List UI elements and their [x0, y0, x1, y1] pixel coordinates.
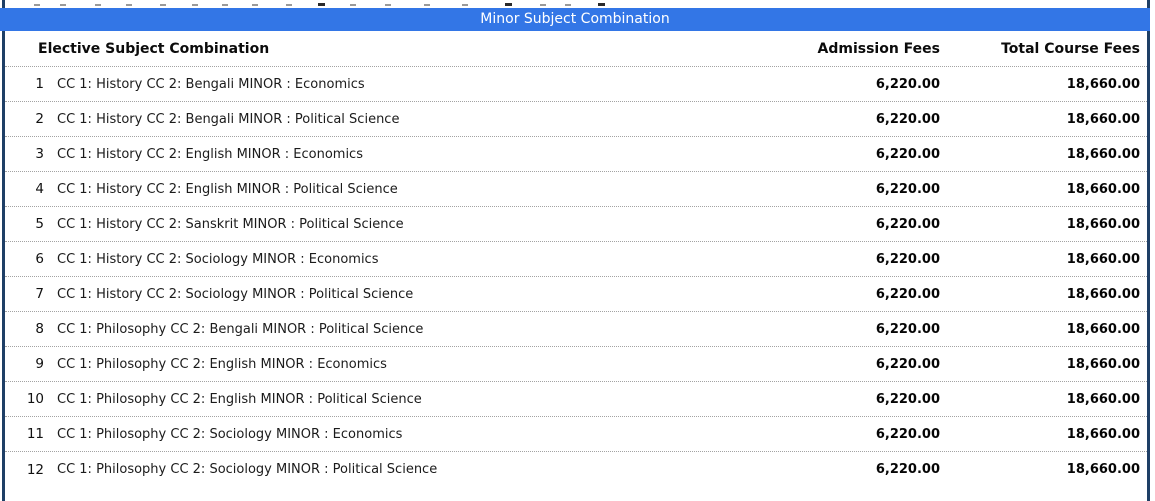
subject-combination: CC 1: History CC 2: Bengali MINOR : Econ…: [57, 76, 365, 92]
table-row: 12 CC 1: Philosophy CC 2: Sociology MINO…: [5, 452, 1147, 487]
table-left-border: [2, 0, 5, 501]
subject-combination: CC 1: Philosophy CC 2: English MINOR : E…: [57, 356, 387, 372]
table-row: 1 CC 1: History CC 2: Bengali MINOR : Ec…: [5, 67, 1147, 102]
row-number: 4: [35, 181, 44, 197]
total-course-fee: 18,660.00: [1066, 286, 1140, 302]
total-course-fee: 18,660.00: [1066, 462, 1140, 477]
admission-fee: 6,220.00: [875, 111, 940, 127]
admission-fee: 6,220.00: [875, 181, 940, 197]
subject-combination: CC 1: Philosophy CC 2: Sociology MINOR :…: [57, 426, 403, 442]
admission-fee: 6,220.00: [875, 146, 940, 162]
admission-fee: 6,220.00: [875, 321, 940, 337]
table-row: 8 CC 1: Philosophy CC 2: Bengali MINOR :…: [5, 312, 1147, 347]
admission-fee: 6,220.00: [875, 462, 940, 477]
row-number: 2: [35, 111, 44, 127]
table-row: 5 CC 1: History CC 2: Sanskrit MINOR : P…: [5, 207, 1147, 242]
total-course-fee: 18,660.00: [1066, 111, 1140, 127]
table-body: 1 CC 1: History CC 2: Bengali MINOR : Ec…: [5, 67, 1147, 487]
total-course-fee: 18,660.00: [1066, 321, 1140, 337]
admission-fee: 6,220.00: [875, 426, 940, 442]
total-course-fee: 18,660.00: [1066, 146, 1140, 162]
subject-combination: CC 1: Philosophy CC 2: Bengali MINOR : P…: [57, 321, 424, 337]
row-number: 3: [35, 146, 44, 162]
subject-combination: CC 1: Philosophy CC 2: English MINOR : P…: [57, 391, 422, 407]
clipped-text-remnant: [0, 0, 1150, 8]
subject-combination: CC 1: History CC 2: Sociology MINOR : Po…: [57, 286, 414, 302]
subject-combination: CC 1: History CC 2: Sociology MINOR : Ec…: [57, 251, 379, 267]
total-course-fee: 18,660.00: [1066, 426, 1140, 442]
total-course-fee: 18,660.00: [1066, 181, 1140, 197]
section-title: Minor Subject Combination: [480, 11, 670, 27]
row-number: 8: [35, 321, 44, 337]
header-subject-combination: Elective Subject Combination: [38, 40, 270, 57]
subject-combination: CC 1: Philosophy CC 2: Sociology MINOR :…: [57, 462, 438, 477]
table-row: 7 CC 1: History CC 2: Sociology MINOR : …: [5, 277, 1147, 312]
admission-fee: 6,220.00: [875, 391, 940, 407]
row-number: 9: [35, 356, 44, 372]
admission-fee: 6,220.00: [875, 286, 940, 302]
table-row: 9 CC 1: Philosophy CC 2: English MINOR :…: [5, 347, 1147, 382]
subject-combination: CC 1: History CC 2: English MINOR : Econ…: [57, 146, 363, 162]
section-title-bar: Minor Subject Combination: [0, 8, 1150, 31]
table-row: 11 CC 1: Philosophy CC 2: Sociology MINO…: [5, 417, 1147, 452]
subject-combination: CC 1: History CC 2: Bengali MINOR : Poli…: [57, 111, 400, 127]
total-course-fee: 18,660.00: [1066, 76, 1140, 92]
row-number: 10: [26, 391, 44, 407]
total-course-fee: 18,660.00: [1066, 391, 1140, 407]
admission-fee: 6,220.00: [875, 251, 940, 267]
table-row: 4 CC 1: History CC 2: English MINOR : Po…: [5, 172, 1147, 207]
row-number: 1: [35, 76, 44, 92]
total-course-fee: 18,660.00: [1066, 356, 1140, 372]
row-number: 5: [35, 216, 44, 232]
table-row: 6 CC 1: History CC 2: Sociology MINOR : …: [5, 242, 1147, 277]
fee-table: Elective Subject Combination Admission F…: [5, 31, 1147, 487]
admission-fee: 6,220.00: [875, 356, 940, 372]
table-row: 2 CC 1: History CC 2: Bengali MINOR : Po…: [5, 102, 1147, 137]
row-number: 6: [35, 251, 44, 267]
total-course-fee: 18,660.00: [1066, 251, 1140, 267]
table-row: 3 CC 1: History CC 2: English MINOR : Ec…: [5, 137, 1147, 172]
total-course-fee: 18,660.00: [1066, 216, 1140, 232]
header-total-course-fees: Total Course Fees: [1001, 40, 1140, 57]
admission-fee: 6,220.00: [875, 76, 940, 92]
row-number: 12: [26, 461, 44, 478]
row-number: 7: [35, 286, 44, 302]
subject-combination: CC 1: History CC 2: English MINOR : Poli…: [57, 181, 398, 197]
header-admission-fees: Admission Fees: [817, 40, 941, 57]
table-header-row: Elective Subject Combination Admission F…: [5, 31, 1147, 67]
row-number: 11: [26, 426, 44, 442]
table-row: 10 CC 1: Philosophy CC 2: English MINOR …: [5, 382, 1147, 417]
admission-fee: 6,220.00: [875, 216, 940, 232]
table-right-border: [1147, 0, 1150, 501]
subject-combination: CC 1: History CC 2: Sanskrit MINOR : Pol…: [57, 216, 404, 232]
